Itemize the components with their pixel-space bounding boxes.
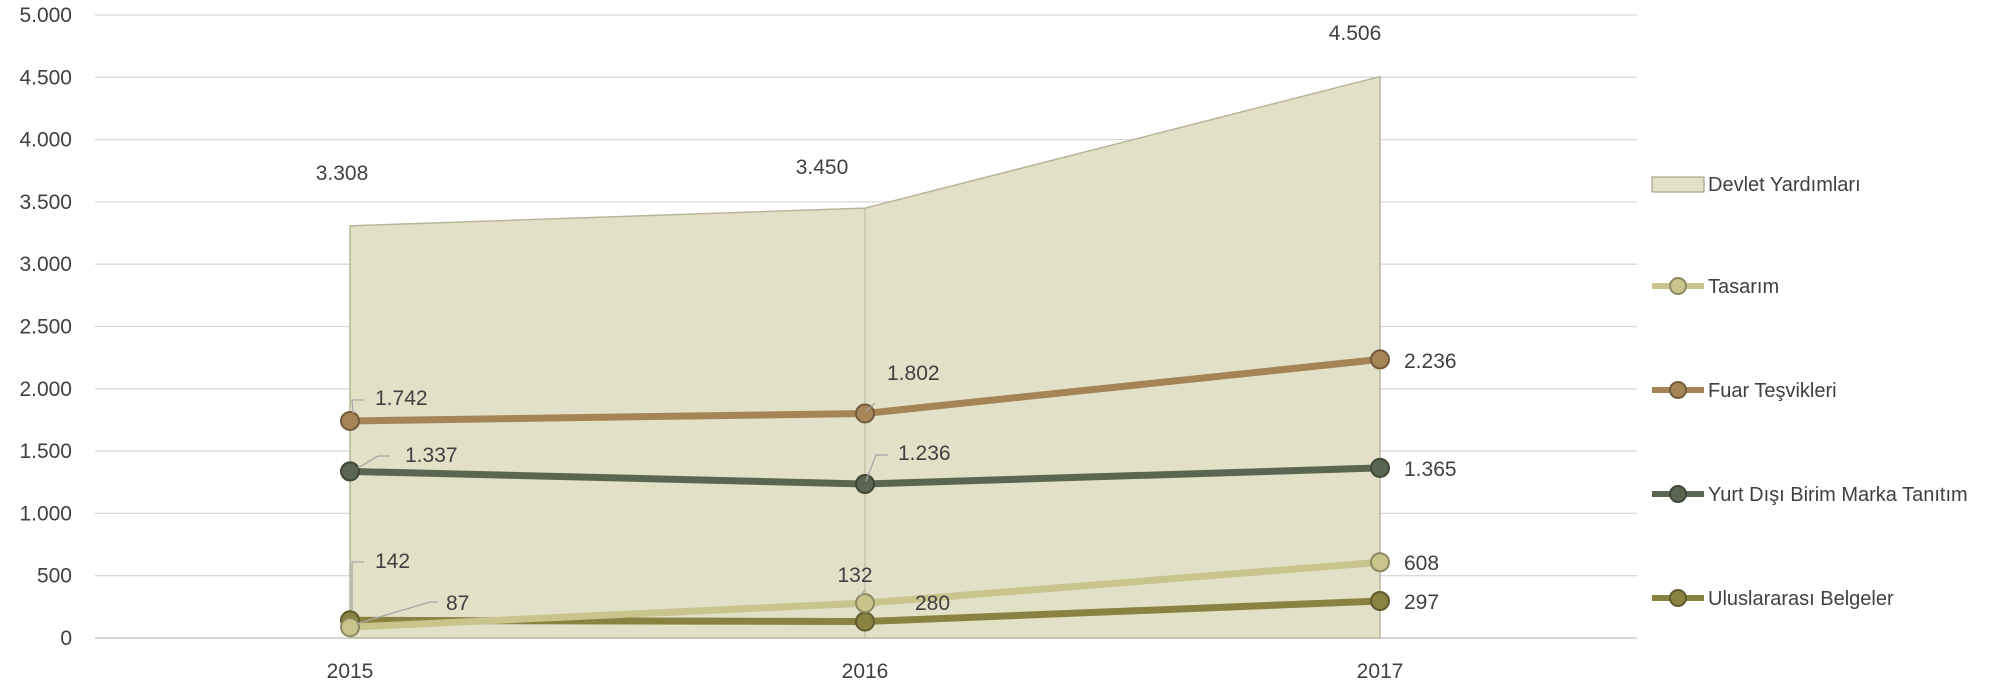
series-data-label: 87	[446, 592, 469, 615]
series-data-label: 1.337	[405, 444, 458, 467]
legend-swatch-area	[1651, 176, 1705, 193]
y-tick-label: 3.500	[19, 191, 72, 214]
area-data-label: 3.308	[316, 162, 369, 185]
y-tick-label: 5.000	[19, 4, 72, 27]
legend-label: Yurt Dışı Birim Marka Tanıtım	[1708, 484, 1968, 506]
y-tick-label: 500	[37, 565, 72, 588]
series-data-label: 1.802	[887, 362, 940, 385]
series-data-label: 608	[1404, 552, 1439, 575]
legend-marker	[1669, 485, 1687, 503]
y-tick-label: 4.500	[19, 66, 72, 89]
leader-line	[357, 455, 390, 469]
data-point	[855, 403, 875, 424]
y-tick-label: 4.000	[19, 129, 72, 152]
area-data-label: 3.450	[796, 156, 849, 179]
leader-line	[355, 601, 438, 625]
y-tick-label: 2.000	[19, 378, 72, 401]
data-point	[855, 611, 875, 632]
legend-marker	[1669, 277, 1687, 295]
legend-marker	[1669, 589, 1687, 607]
data-point	[1370, 590, 1390, 611]
y-tick-label: 2.500	[19, 316, 72, 339]
series-data-label: 2.236	[1404, 350, 1457, 373]
y-tick-label: 0	[60, 627, 72, 650]
series-data-label: 1.742	[375, 387, 428, 410]
leader-line	[351, 399, 364, 414]
y-tick-label: 1.000	[19, 502, 72, 525]
leader-line	[865, 402, 876, 412]
data-point	[855, 593, 875, 614]
leader-line	[865, 454, 888, 482]
data-point	[340, 410, 360, 431]
leader-line	[859, 589, 866, 597]
data-point	[340, 461, 360, 482]
series-data-label: 132	[837, 564, 872, 587]
y-tick-label: 1.500	[19, 440, 72, 463]
data-point	[855, 473, 875, 494]
series-data-label: 280	[915, 592, 950, 615]
x-tick-label: 2017	[1357, 660, 1404, 681]
data-point	[1370, 552, 1390, 573]
series-data-label: 1.236	[898, 442, 951, 465]
leader-line	[351, 561, 364, 610]
data-point	[340, 617, 360, 638]
series-data-label: 142	[375, 550, 410, 573]
data-point	[1370, 457, 1390, 478]
data-point	[1370, 349, 1390, 370]
area-data-label: 4.506	[1329, 22, 1382, 45]
legend-marker	[1669, 381, 1687, 399]
x-tick-label: 2015	[327, 660, 374, 681]
y-tick-label: 3.000	[19, 253, 72, 276]
legend-label: Devlet Yardımları	[1708, 174, 1861, 196]
legend-label: Tasarım	[1708, 276, 1779, 298]
x-tick-label: 2016	[842, 660, 889, 681]
legend-label: Uluslararası Belgeler	[1708, 588, 1894, 610]
legend-label: Fuar Teşvikleri	[1708, 380, 1837, 402]
series-data-label: 1.365	[1404, 458, 1457, 481]
series-data-label: 297	[1404, 591, 1439, 614]
